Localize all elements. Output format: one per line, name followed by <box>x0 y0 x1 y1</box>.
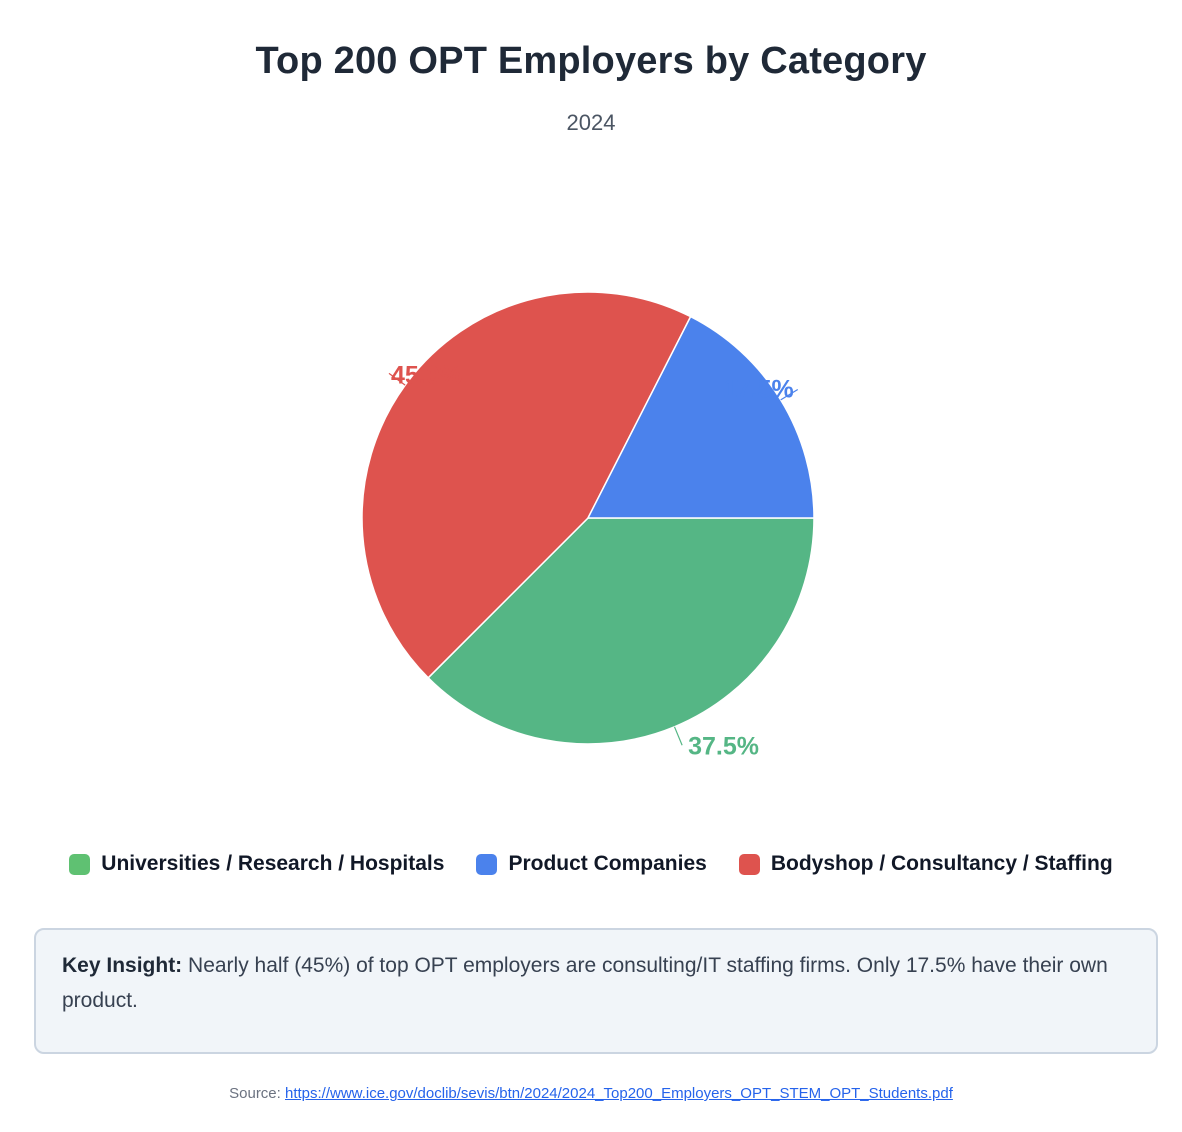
slice-percent-label: 17.5% <box>723 375 794 403</box>
insight-text: Nearly half (45%) of top OPT employers a… <box>62 954 1108 1012</box>
pie-slice-universities-research-hospitals[interactable] <box>427 517 815 745</box>
legend-label: Bodyshop / Consultancy / Staffing <box>770 852 1113 875</box>
legend-swatch <box>738 853 760 875</box>
pie-slice-bodyshop-consultancy-staffing[interactable] <box>361 291 692 679</box>
legend-item-product-companies[interactable]: Product Companies <box>476 852 707 876</box>
source-link[interactable]: https://www.ice.gov/doclib/sevis/btn/202… <box>285 1085 953 1102</box>
legend-swatch <box>69 853 91 875</box>
source-label: Source: <box>229 1085 285 1102</box>
leader-line <box>780 388 799 401</box>
source-note: Source: https://www.ice.gov/doclib/sevis… <box>0 1085 1182 1102</box>
slice-percent-label: 45.0% <box>391 361 462 389</box>
legend-item-universities[interactable]: Universities / Research / Hospitals <box>69 852 444 876</box>
leader-line <box>388 372 406 386</box>
chart-legend: Universities / Research / Hospitals Prod… <box>0 852 1182 876</box>
legend-label: Product Companies <box>508 852 707 875</box>
key-insight-box: Key Insight: Nearly half (45%) of top OP… <box>34 928 1158 1054</box>
slice-percent-label: 37.5% <box>688 732 759 760</box>
chart-subtitle: 2024 <box>566 110 616 135</box>
pie-slice-product-companies[interactable] <box>586 315 815 519</box>
legend-swatch <box>476 853 498 875</box>
legend-item-bodyshop[interactable]: Bodyshop / Consultancy / Staffing <box>738 852 1113 876</box>
legend-label: Universities / Research / Hospitals <box>101 852 445 875</box>
leader-line <box>673 726 683 746</box>
insight-label: Key Insight: <box>62 954 183 977</box>
chart-title: Top 200 OPT Employers by Category <box>255 40 927 82</box>
